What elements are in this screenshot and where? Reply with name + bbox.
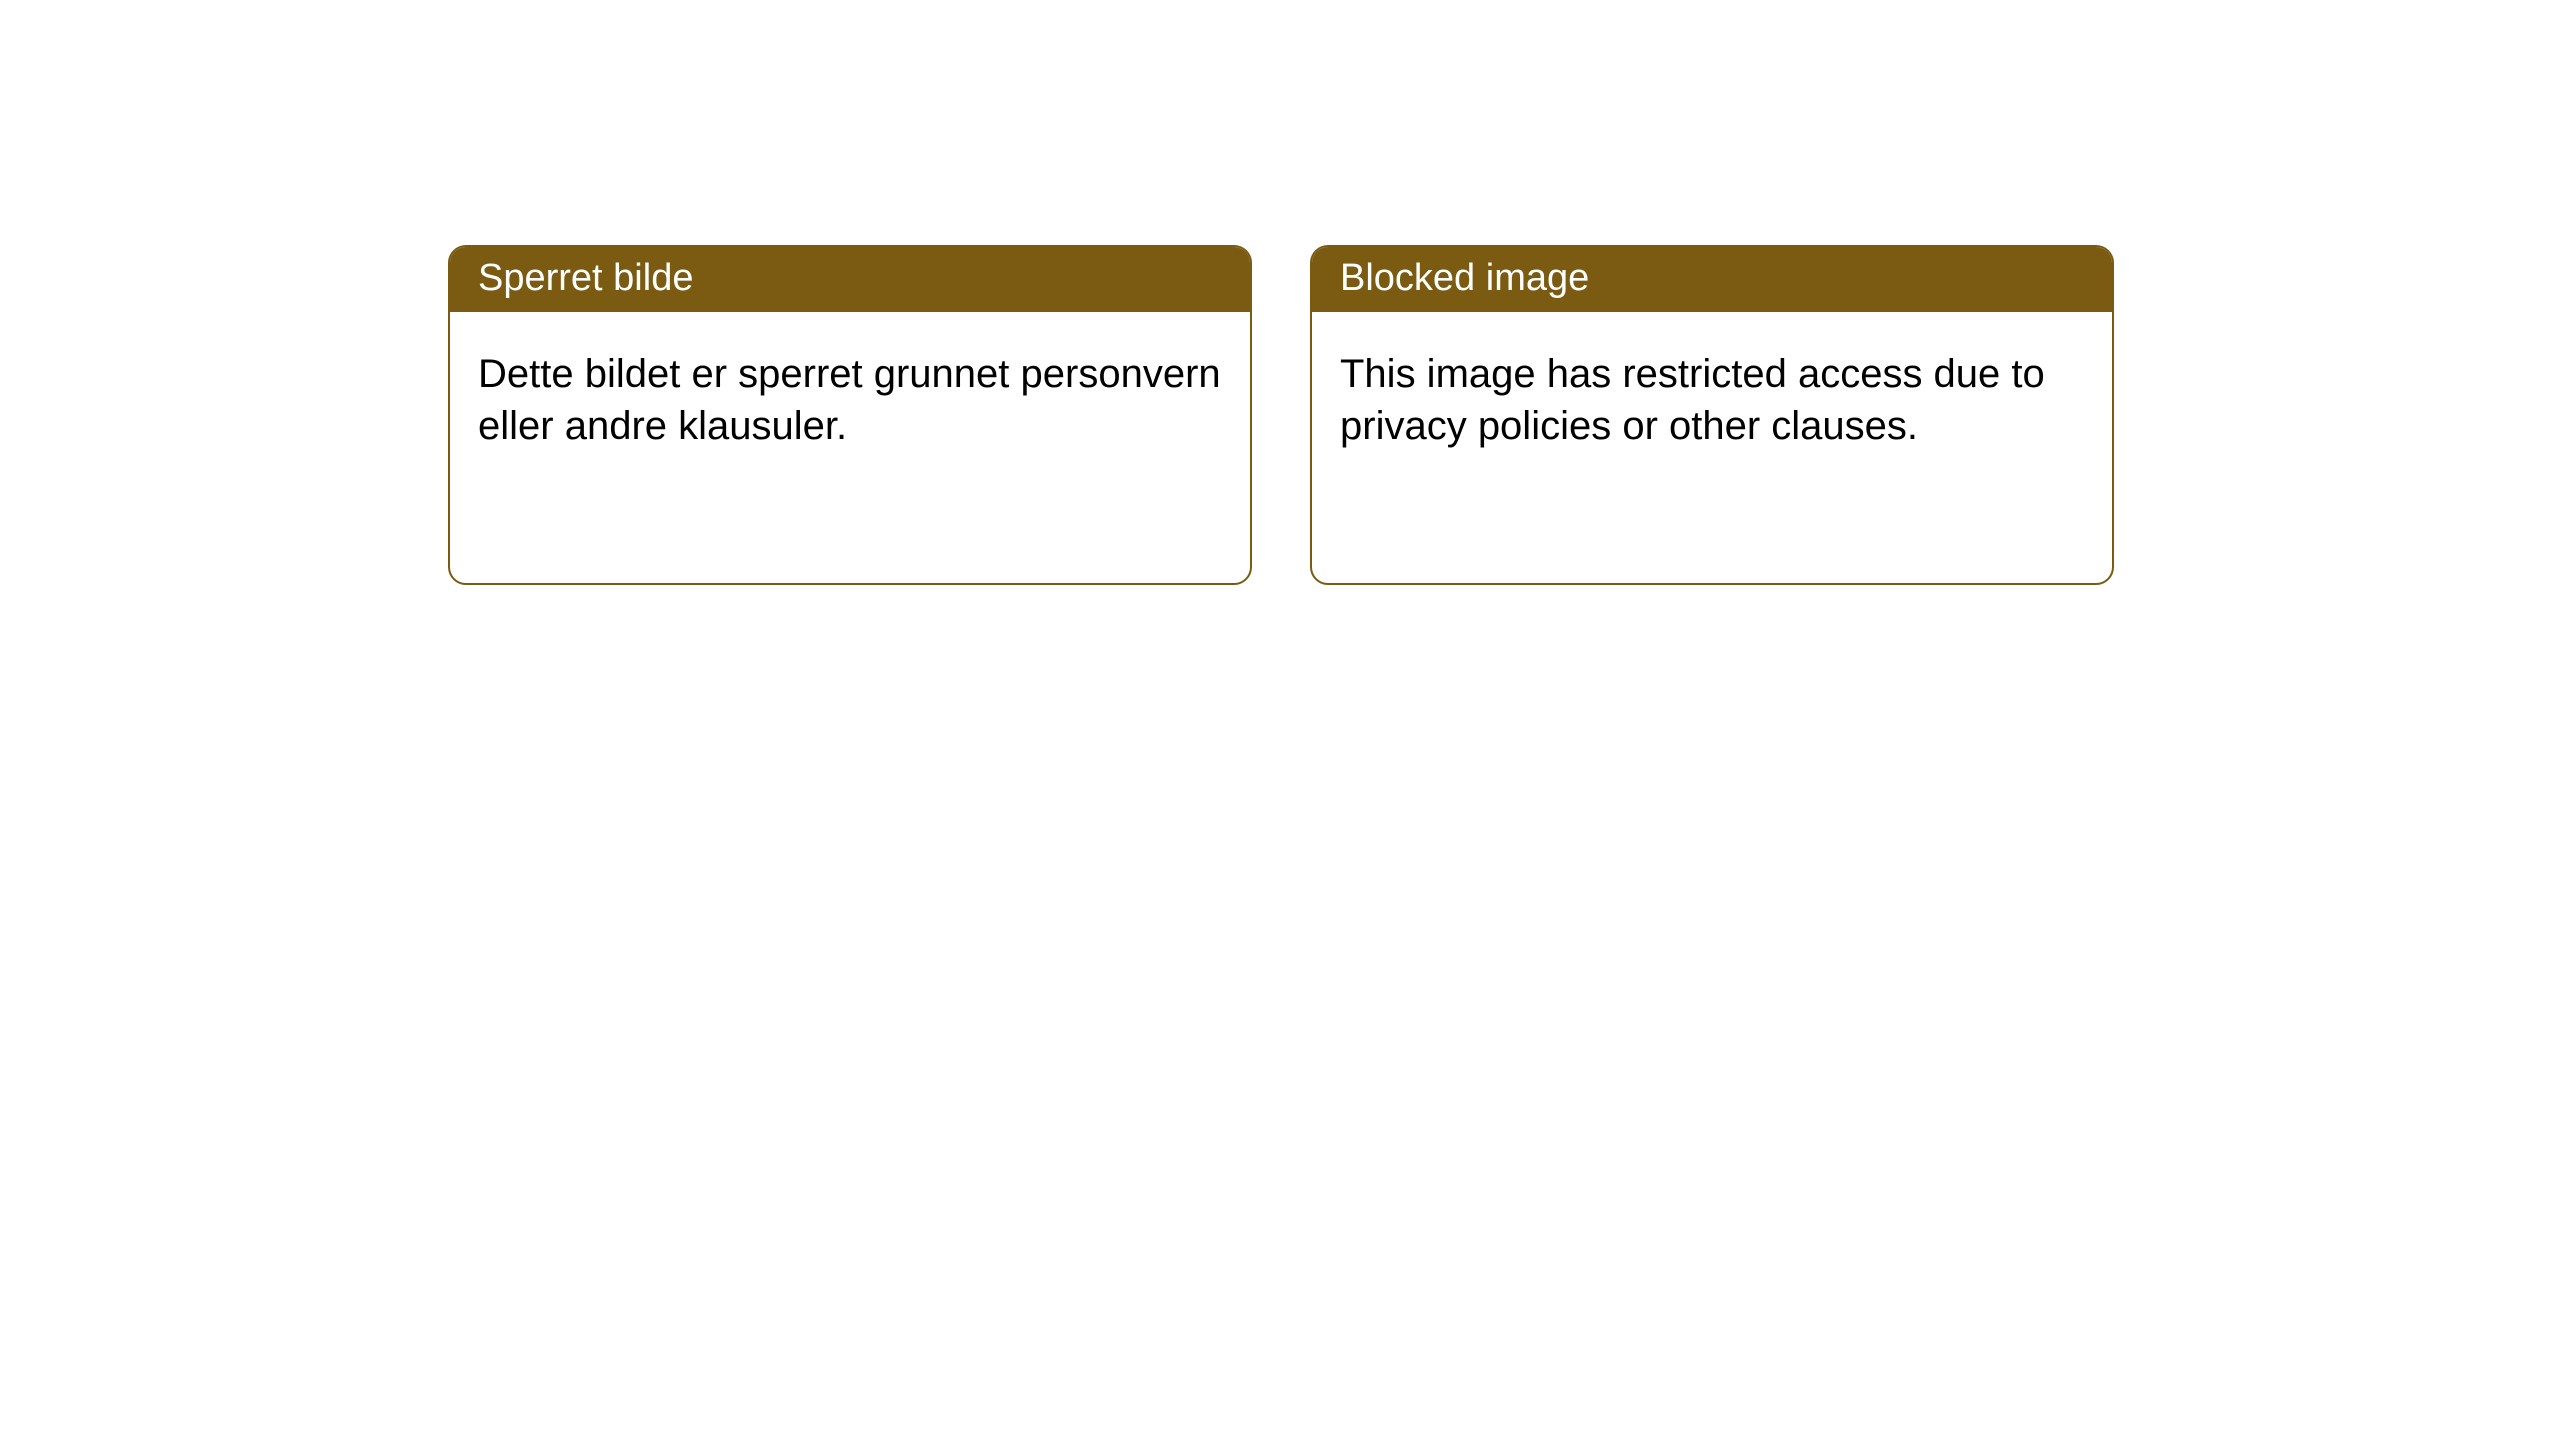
card-header: Blocked image (1312, 247, 2112, 312)
notice-container: Sperret bilde Dette bildet er sperret gr… (0, 0, 2560, 585)
card-title: Sperret bilde (478, 257, 693, 299)
blocked-image-card-english: Blocked image This image has restricted … (1310, 245, 2114, 585)
card-body: This image has restricted access due to … (1312, 312, 2112, 480)
card-title: Blocked image (1340, 257, 1589, 299)
card-header: Sperret bilde (450, 247, 1250, 312)
card-message: This image has restricted access due to … (1340, 352, 2045, 448)
card-body: Dette bildet er sperret grunnet personve… (450, 312, 1250, 480)
blocked-image-card-norwegian: Sperret bilde Dette bildet er sperret gr… (448, 245, 1252, 585)
card-message: Dette bildet er sperret grunnet personve… (478, 352, 1221, 448)
